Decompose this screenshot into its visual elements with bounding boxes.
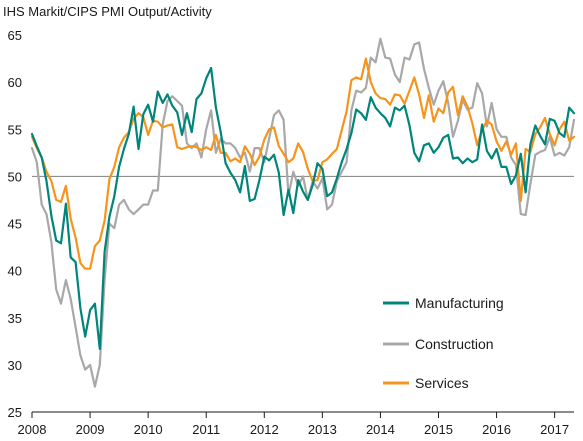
x-tick-label: 2011 [192,422,220,437]
y-tick-label: 65 [8,28,22,43]
x-tick-label: 2012 [250,422,279,437]
x-tick-label: 2014 [366,422,395,437]
series-line-services [30,57,576,270]
y-axis: 25 30 35 40 45 50 55 60 65 [8,28,574,420]
y-tick-label: 30 [8,358,22,373]
legend-label-construction: Construction [415,336,494,352]
series-line-construction [30,37,576,388]
x-tick-label: 2008 [18,422,47,437]
x-tick-label: 2013 [308,422,337,437]
legend: Manufacturing Construction Services [383,295,504,391]
series-line-manufacturing [30,66,576,350]
x-tick-label: 2015 [424,422,453,437]
x-tick-label: 2016 [482,422,511,437]
y-tick-label: 35 [8,311,22,326]
series-lines [30,37,576,388]
chart-title: IHS Markit/CIPS PMI Output/Activity [3,4,212,19]
y-tick-label: 50 [8,169,22,184]
y-tick-label: 60 [8,75,22,90]
x-tick-label: 2017 [540,422,569,437]
x-tick-label: 2009 [76,422,105,437]
y-tick-label: 55 [8,122,22,137]
y-tick-label: 25 [8,405,22,420]
x-tick-label: 2010 [134,422,163,437]
y-tick-label: 40 [8,264,22,279]
x-axis: 2008 2009 2010 2011 2012 2013 2014 2015 2016 2017 [18,411,574,437]
legend-label-manufacturing: Manufacturing [415,295,504,311]
y-tick-label: 45 [8,217,22,232]
legend-label-services: Services [415,375,469,391]
